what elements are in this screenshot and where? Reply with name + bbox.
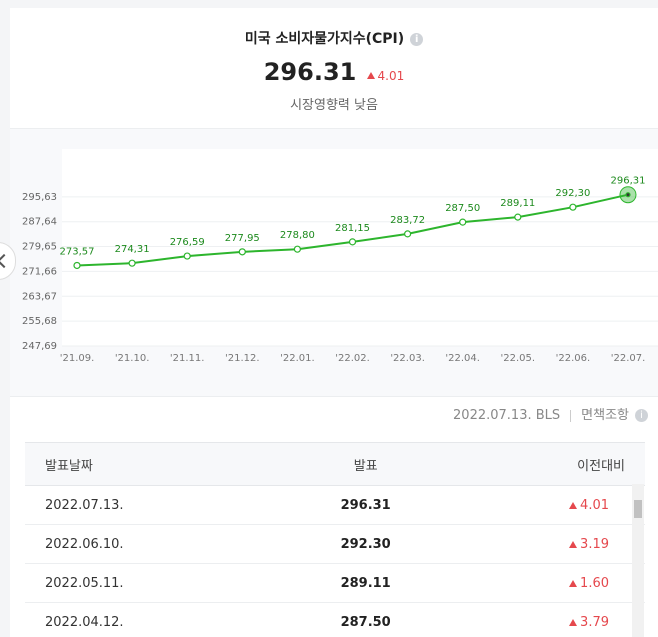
date-cell: 2022.05.11. [25,563,295,603]
change-cell: 3.19 [436,524,645,564]
change-cell: 4.01 [436,485,645,525]
change-cell: 3.79 [436,602,645,637]
plot-background [62,149,658,346]
table-row: 2022.06.10. 292.30 3.19 [25,524,645,564]
value-cell: 292.30 [294,524,437,564]
date-cell: 2022.07.13. [25,485,295,525]
change-value: 4.01 [580,497,609,513]
source: 2022.07.13. BLS [453,408,561,423]
table-row: 2022.05.11. 289.11 1.60 [25,563,645,603]
change: 4.01 [377,69,405,83]
point [128,259,136,267]
separator [570,409,572,422]
change-value: 3.19 [580,536,609,552]
table-row: 2022.04.12. 287.50 3.79 [25,602,645,637]
date-cell: 2022.06.10. [25,524,295,564]
x-tick-label: '21.09. [60,353,95,364]
x-tick-label: '22.04. [445,353,480,364]
value-label: 296,31 [611,176,646,187]
value-label: 287,50 [445,203,480,214]
value-label: 281,15 [335,223,370,234]
value-cell: 296.31 [294,485,437,525]
table-body: 2022.07.13. 296.31 4.01 2022.06.10. 292.30 3.… [25,485,645,637]
point [625,192,631,198]
y-tick-label: 271,66 [22,266,57,277]
source-row: 2022.07.13. BLS 면책조항 i [453,404,648,423]
value-label: 276,59 [170,237,205,248]
x-tick-label: '22.05. [501,353,536,364]
up-icon [366,72,375,79]
header-row: 발표날짜 발표 이전대비 [25,442,645,486]
x-tick-label: '21.12. [225,353,260,364]
value-label: 292,30 [555,188,590,199]
x-tick-label: '21.11. [170,353,205,364]
point [459,218,467,226]
table: 발표날짜 발표 이전대비 2022.07.13. 296.31 4.01 2022.06.1… [25,442,645,637]
scrollbar[interactable] [632,484,644,637]
x-tick-label: '22.06. [556,353,591,364]
y-tick-label: 255,68 [22,316,57,327]
up-icon [569,618,578,626]
point [348,238,357,246]
card: 미국 소비자물가지수(CPI) i 296.31 4.01 시장영향력 낮음 24… [10,8,658,637]
column-header: 발표 [294,442,437,486]
x-tick-label: '22.07. [611,353,646,364]
value-row: 296.31 4.01 [10,58,658,86]
value-label: 277,95 [225,233,260,244]
change-cell: 1.60 [436,563,645,603]
value-label: 283,72 [390,215,425,226]
info-icon[interactable]: i [635,409,648,422]
x-tick-label: '22.01. [280,353,315,364]
y-tick-label: 287,64 [22,217,57,228]
chart: 247,69 255,68 263,67 271,66 279,65 287,64 295,… [22,149,658,364]
value-label: 289,11 [500,198,535,209]
disclaimer[interactable]: 면책조항 [581,408,629,423]
point [183,252,191,260]
up-icon [569,579,578,587]
value-cell: 289.11 [294,563,437,603]
column-header: 이전대비 [436,442,645,486]
value-cell: 287.50 [294,602,437,637]
y-tick-label: 295,63 [22,192,57,203]
value-label: 273,57 [60,246,95,257]
subtitle: 시장영향력 낮음 [290,98,378,113]
x-tick-label: '22.03. [390,353,425,364]
title-row: 미국 소비자물가지수(CPI) i [10,28,658,48]
value-label: 278,80 [280,230,315,241]
x-tick-label: '22.02. [335,353,370,364]
current-value: 296.31 [263,58,357,86]
x-tick-label: '21.10. [115,353,150,364]
point [238,248,246,256]
up-icon [569,540,578,548]
date-cell: 2022.04.12. [25,602,295,637]
point [293,245,301,253]
scroll-thumb[interactable] [634,500,642,518]
change-value: 1.60 [580,575,609,591]
title: 미국 소비자물가지수(CPI) [244,31,405,47]
y-tick-label: 279,65 [22,242,57,253]
y-tick-label: 263,67 [22,291,57,302]
column-header: 발표날짜 [25,442,295,486]
chart-area: 247,69 255,68 263,67 271,66 279,65 287,64 295,… [10,128,658,397]
point [514,213,522,221]
value-label: 274,31 [115,244,150,255]
up-icon [569,501,578,509]
change-value: 3.79 [580,614,609,630]
info-icon[interactable]: i [410,32,424,46]
y-tick-label: 247,69 [22,341,57,352]
point [569,203,577,211]
point [73,261,81,270]
point [404,230,412,238]
table-row: 2022.07.13. 296.31 4.01 [25,485,645,525]
